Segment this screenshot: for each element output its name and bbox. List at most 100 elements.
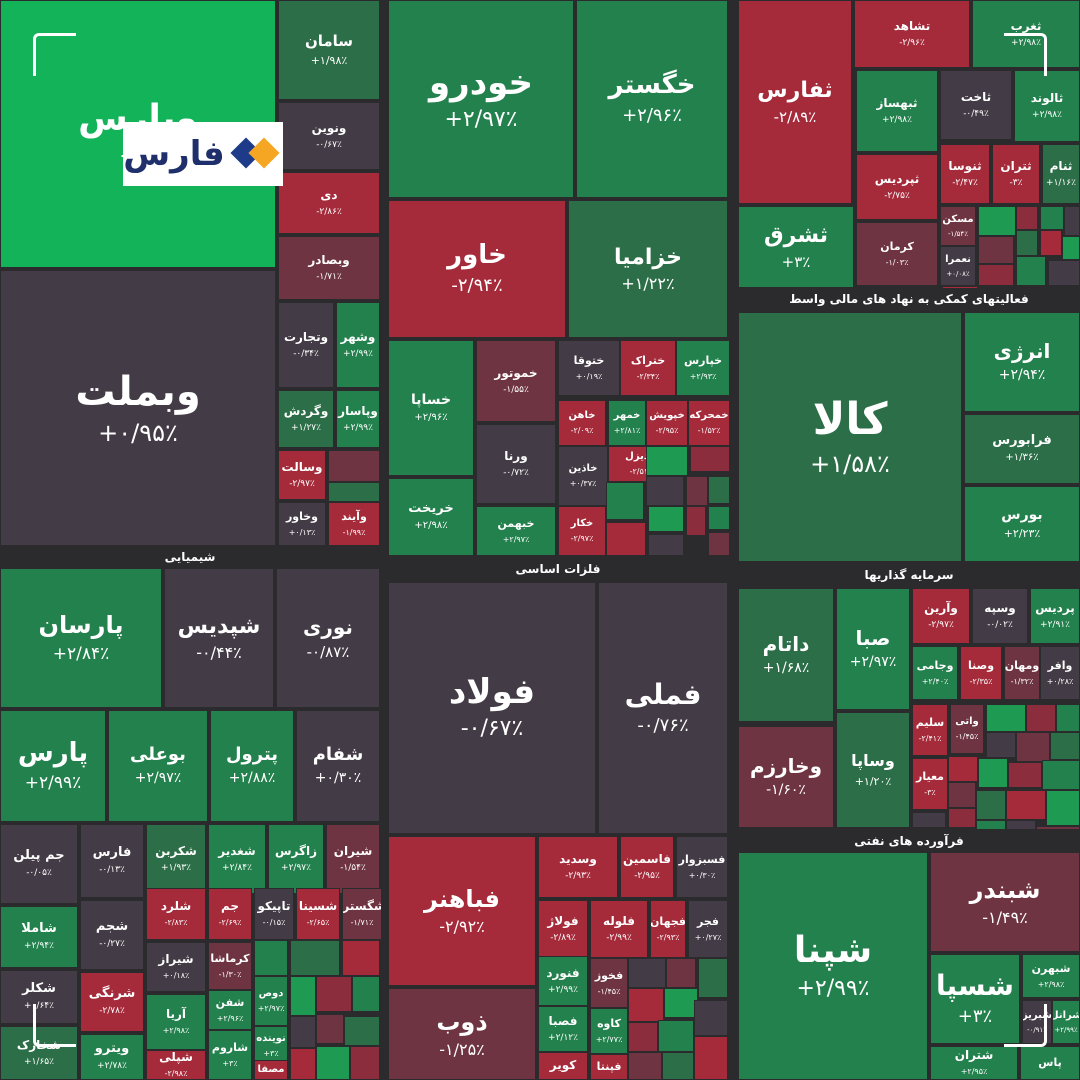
stock-tile-سلیم[interactable]: سلیم -۲/۴۱٪ <box>912 704 948 756</box>
stock-tile-ثشرق[interactable]: ثشرق +۳٪ <box>738 206 854 288</box>
stock-tile-پردیس[interactable]: پردیس +۲/۹۱٪ <box>1030 588 1080 644</box>
stock-tile-small[interactable] <box>694 1036 728 1080</box>
stock-tile-شتران[interactable]: شتران +۲/۹۵٪ <box>930 1046 1018 1080</box>
stock-tile-small[interactable] <box>698 958 728 998</box>
stock-tile-دی[interactable]: دی -۲/۸۶٪ <box>278 172 380 234</box>
stock-tile-small[interactable] <box>290 976 316 1016</box>
stock-tile-فارس[interactable]: فارس -۰/۱۳٪ <box>80 824 144 898</box>
stock-tile-ثبهساز[interactable]: ثبهساز +۲/۹۸٪ <box>856 70 938 152</box>
stock-tile-ثپردیس[interactable]: ثپردیس -۲/۷۵٪ <box>856 154 938 220</box>
stock-tile-شفن[interactable]: شفن +۲/۹۶٪ <box>208 990 252 1030</box>
stock-tile-پاس[interactable]: پاس <box>1020 1046 1080 1080</box>
stock-tile-small[interactable] <box>686 506 706 536</box>
stock-tile-فباهنر[interactable]: فباهنر -۲/۹۲٪ <box>388 836 536 986</box>
stock-tile-ختوقا[interactable]: ختوقا +۰/۱۹٪ <box>558 340 620 396</box>
stock-tile-وصنا[interactable]: وصنا -۲/۳۵٪ <box>960 646 1002 700</box>
stock-tile-دوص[interactable]: دوص +۲/۹۷٪ <box>254 976 288 1026</box>
stock-tile-پترول[interactable]: پترول +۲/۸۸٪ <box>210 710 294 822</box>
stock-tile-شرانل[interactable]: شرانل +۲/۹۹٪ <box>1052 1000 1080 1044</box>
stock-tile-ختراک[interactable]: ختراک -۲/۳۴٪ <box>620 340 676 396</box>
stock-tile-فخوز[interactable]: فخوز -۱/۴۵٪ <box>590 958 628 1008</box>
stock-tile-small[interactable] <box>1062 236 1080 260</box>
stock-tile-شبهرن[interactable]: شبهرن +۲/۹۸٪ <box>1022 954 1080 998</box>
stock-tile-ورنا[interactable]: ورنا -۰/۷۲٪ <box>476 424 556 504</box>
stock-tile-small[interactable] <box>254 940 288 976</box>
stock-tile-نوری[interactable]: نوری -۰/۸۷٪ <box>276 568 380 708</box>
stock-tile-خگستر[interactable]: خگستر +۲/۹۶٪ <box>576 0 728 198</box>
stock-tile-small[interactable] <box>628 1022 658 1052</box>
stock-tile-ونوین[interactable]: ونوین -۰/۶۷٪ <box>278 102 380 170</box>
stock-tile-small[interactable] <box>628 958 666 988</box>
stock-tile-small[interactable] <box>646 476 684 506</box>
stock-tile-small[interactable] <box>686 476 708 506</box>
stock-tile-خموتور[interactable]: خموتور -۱/۵۵٪ <box>476 340 556 422</box>
stock-tile-شخارک[interactable]: شخارک +۱/۶۵٪ <box>0 1026 78 1080</box>
stock-tile-small[interactable] <box>978 206 1016 236</box>
stock-tile-small[interactable] <box>342 940 380 976</box>
stock-tile-خکار[interactable]: خکار -۲/۹۷٪ <box>558 506 606 556</box>
stock-tile-وافر[interactable]: وافر +۰/۲۸٪ <box>1040 646 1080 700</box>
stock-tile-وآیند[interactable]: وآیند -۱/۹۹٪ <box>328 502 380 546</box>
stock-tile-small[interactable] <box>1016 732 1050 762</box>
stock-tile-وپاسار[interactable]: وپاسار +۲/۹۹٪ <box>336 390 380 448</box>
stock-tile-small[interactable] <box>628 1052 662 1080</box>
stock-tile-small[interactable] <box>666 958 696 988</box>
stock-tile-خپارس[interactable]: خپارس +۲/۹۳٪ <box>676 340 730 396</box>
stock-tile-small[interactable] <box>1008 762 1042 788</box>
stock-tile-وسپه[interactable]: وسپه -۰/۰۲٪ <box>972 588 1028 644</box>
stock-tile-small[interactable] <box>290 1016 316 1048</box>
stock-tile-small[interactable] <box>316 976 352 1012</box>
stock-tile-وخاور[interactable]: وخاور +۰/۱۳٪ <box>278 502 326 546</box>
stock-tile-small[interactable] <box>1006 820 1036 830</box>
stock-tile-فلوله[interactable]: فلوله -۲/۹۹٪ <box>590 900 648 958</box>
stock-tile-small[interactable] <box>948 808 976 828</box>
stock-tile-small[interactable] <box>694 1000 728 1036</box>
stock-tile-small[interactable] <box>1064 206 1080 236</box>
stock-tile-small[interactable] <box>976 820 1006 830</box>
stock-tile-فپنتا[interactable]: فپنتا <box>590 1054 628 1080</box>
stock-tile-کاوه[interactable]: کاوه +۲/۷۷٪ <box>590 1008 628 1054</box>
stock-tile-شپنا[interactable]: شپنا +۲/۹۹٪ <box>738 852 928 1080</box>
stock-tile-small[interactable] <box>316 1046 350 1080</box>
stock-tile-تاپیکو[interactable]: تاپیکو -۰/۱۵٪ <box>254 888 294 940</box>
stock-tile-small[interactable] <box>646 446 688 476</box>
stock-tile-ثالوند[interactable]: ثالوند +۲/۹۸٪ <box>1014 70 1080 142</box>
stock-tile-کرمان[interactable]: کرمان -۱/۰۳٪ <box>856 222 938 286</box>
stock-tile-وتجارت[interactable]: وتجارت -۰/۳۴٪ <box>278 302 334 388</box>
stock-tile-شلرد[interactable]: شلرد -۲/۸۳٪ <box>146 888 206 940</box>
stock-tile-small[interactable] <box>1016 206 1038 230</box>
stock-tile-small[interactable] <box>344 1016 380 1046</box>
stock-tile-small[interactable] <box>1040 206 1064 230</box>
stock-tile-فولاد[interactable]: فولاد -۰/۶۷٪ <box>388 582 596 834</box>
stock-tile-small[interactable] <box>978 758 1008 788</box>
stock-tile-بورس[interactable]: بورس +۲/۲۳٪ <box>964 486 1080 562</box>
stock-tile-فسبزوار[interactable]: فسبزوار +۰/۳۰٪ <box>676 836 728 898</box>
stock-tile-شیران[interactable]: شیران -۱/۵۴٪ <box>326 824 380 894</box>
stock-tile-داتام[interactable]: داتام +۱/۶۸٪ <box>738 588 834 722</box>
stock-tile-فجهان[interactable]: فجهان -۲/۹۳٪ <box>650 900 686 958</box>
stock-tile-شرنگی[interactable]: شرنگی -۲/۷۸٪ <box>80 972 144 1032</box>
stock-tile-خمحرکه[interactable]: خمحرکه -۱/۵۲٪ <box>688 400 730 446</box>
stock-tile-وشهر[interactable]: وشهر +۲/۹۹٪ <box>336 302 380 388</box>
stock-tile-مصفا[interactable]: مصفا <box>254 1060 288 1080</box>
stock-tile-small[interactable] <box>352 976 380 1012</box>
stock-tile-ثاخت[interactable]: ثاخت -۰/۴۹٪ <box>940 70 1012 140</box>
stock-tile-انرژی[interactable]: انرژی +۲/۹۴٪ <box>964 312 1080 412</box>
stock-tile-وسدید[interactable]: وسدید -۲/۹۳٪ <box>538 836 618 898</box>
stock-tile-small[interactable] <box>290 1048 316 1080</box>
stock-tile-خاذین[interactable]: خاذین +۰/۳۷٪ <box>558 446 608 506</box>
stock-tile-small[interactable] <box>912 812 946 828</box>
stock-tile-وساپا[interactable]: وساپا +۱/۲۰٪ <box>836 712 910 828</box>
stock-tile-small[interactable] <box>328 482 380 502</box>
stock-tile-خبهمن[interactable]: خبهمن +۲/۹۷٪ <box>476 506 556 556</box>
stock-tile-وگردش[interactable]: وگردش +۱/۲۷٪ <box>278 390 334 448</box>
stock-tile-شفام[interactable]: شفام +۰/۳۰٪ <box>296 710 380 822</box>
stock-tile-small[interactable] <box>648 506 684 532</box>
stock-tile-small[interactable] <box>648 534 684 556</box>
stock-tile-small[interactable] <box>708 506 730 530</box>
stock-tile-سامان[interactable]: سامان +۱/۹۸٪ <box>278 0 380 100</box>
stock-tile-small[interactable] <box>690 446 730 472</box>
stock-tile-small[interactable] <box>948 756 978 782</box>
stock-tile-small[interactable] <box>1016 256 1046 286</box>
stock-tile-small[interactable] <box>606 522 646 556</box>
